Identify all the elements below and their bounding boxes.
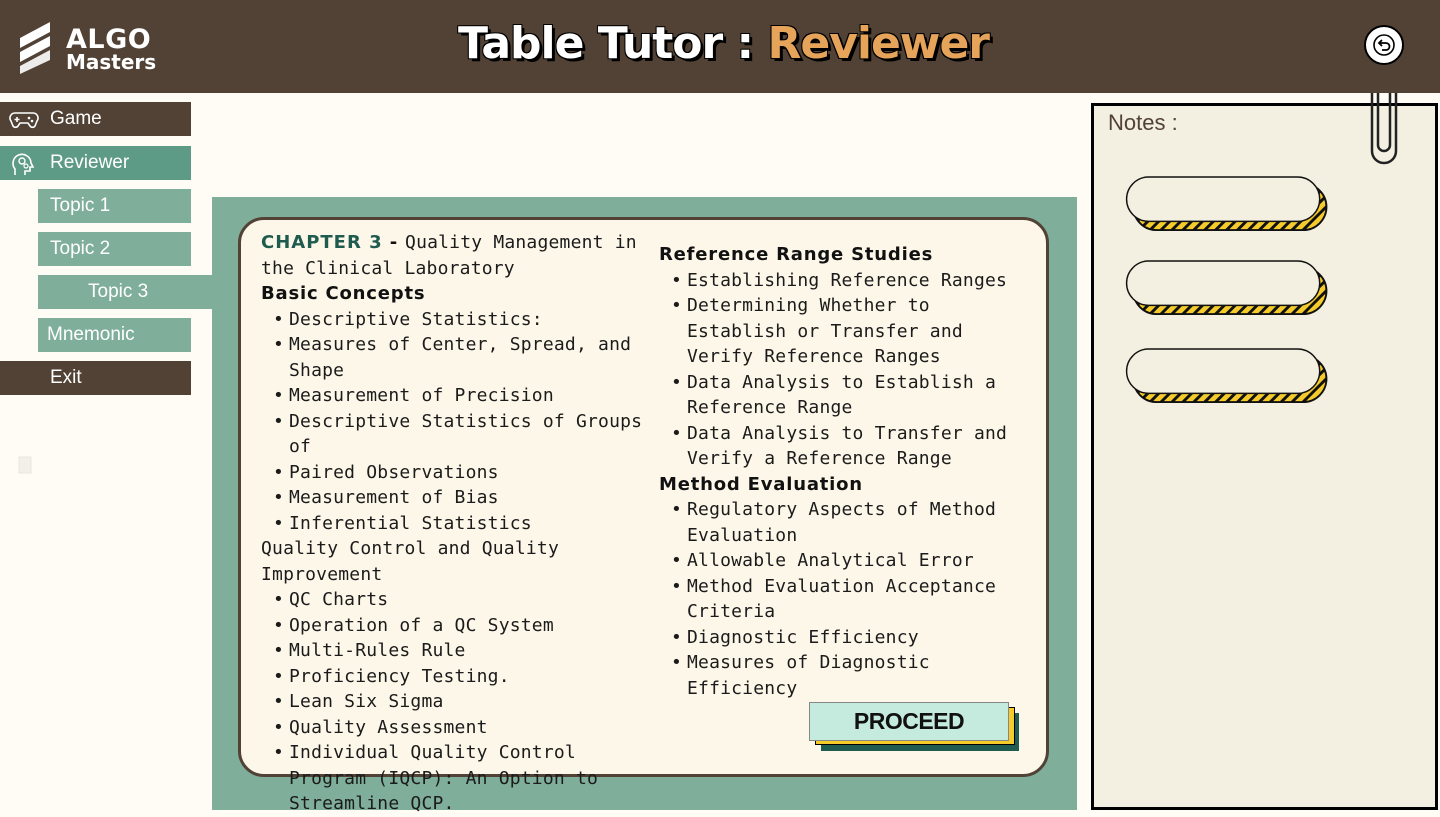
list-item: Operation of a QC System bbox=[261, 613, 656, 639]
content-column-left: CHAPTER 3 - Quality Management in the Cl… bbox=[261, 230, 656, 817]
list-item: Paired Observations bbox=[261, 460, 656, 486]
sidebar-item-reviewer[interactable]: Reviewer bbox=[0, 146, 191, 180]
top-header: ALGO Masters Table Tutor : Reviewer bbox=[0, 0, 1440, 93]
list-item: Individual Quality Control Program (IQCP… bbox=[261, 740, 656, 817]
section-heading: Reference Range Studies bbox=[659, 244, 934, 265]
sidebar-item-exit[interactable]: Exit bbox=[0, 361, 191, 395]
sidebar-item-mnemonic[interactable]: Mnemonic bbox=[38, 318, 191, 352]
list-item: Allowable Analytical Error bbox=[659, 548, 1019, 574]
sidebar-item-label: Exit bbox=[50, 367, 82, 388]
list-item: Lean Six Sigma bbox=[261, 689, 656, 715]
page-title-main: Table Tutor : bbox=[458, 18, 768, 69]
section-heading: Basic Concepts bbox=[261, 283, 426, 304]
section-heading: Method Evaluation bbox=[659, 473, 863, 495]
sidebar-item-label: Game bbox=[50, 108, 102, 129]
chapter-label: CHAPTER 3 bbox=[261, 232, 383, 253]
sidebar-item-game[interactable]: Game bbox=[0, 102, 191, 136]
list-item: Determining Whether to Establish or Tran… bbox=[659, 293, 1019, 370]
list-item: Method Evaluation Acceptance Criteria bbox=[659, 574, 1019, 625]
topic-list: QC Charts Operation of a QC System Multi… bbox=[261, 587, 656, 817]
undo-arrow-icon bbox=[1373, 34, 1395, 56]
logo-mark-icon bbox=[20, 22, 50, 74]
note-slot-2[interactable] bbox=[1122, 260, 1332, 316]
back-button[interactable] bbox=[1364, 25, 1404, 65]
content-column-right: Reference Range Studies Establishing Ref… bbox=[659, 242, 1019, 701]
list-item: Measurement of Bias bbox=[261, 485, 656, 511]
section-heading: Quality Control and Quality Improvement bbox=[261, 538, 559, 585]
list-item: Regulatory Aspects of Method Evaluation bbox=[659, 497, 1019, 548]
sidebar-item-topic-1[interactable]: Topic 1 bbox=[38, 189, 191, 223]
list-item: Proficiency Testing. bbox=[261, 664, 656, 690]
paperclip-icon bbox=[1370, 93, 1398, 165]
sidebar-item-label: Mnemonic bbox=[47, 324, 135, 345]
list-item: Measures of Diagnostic Efficiency bbox=[659, 650, 1019, 701]
list-item: Quality Assessment bbox=[261, 715, 656, 741]
list-item: QC Charts bbox=[261, 587, 656, 613]
list-item: Data Analysis to Establish a Reference R… bbox=[659, 370, 1019, 421]
logo-text-top: ALGO bbox=[66, 24, 152, 55]
sidebar-item-topic-3[interactable]: Topic 3 bbox=[38, 275, 212, 309]
notes-label: Notes : bbox=[1108, 110, 1178, 135]
note-slot-1[interactable] bbox=[1122, 176, 1332, 232]
page-title-accent: Reviewer bbox=[767, 18, 990, 69]
chapter-separator: - bbox=[382, 232, 406, 253]
list-item: Diagnostic Efficiency bbox=[659, 625, 1019, 651]
list-item: Descriptive Statistics: bbox=[261, 307, 656, 333]
topic-list: Descriptive Statistics: Measures of Cent… bbox=[261, 307, 656, 537]
list-item: Multi-Rules Rule bbox=[261, 638, 656, 664]
algo-masters-logo: ALGO Masters bbox=[16, 20, 156, 76]
list-item: Establishing Reference Ranges bbox=[659, 268, 1019, 294]
chapter-heading: CHAPTER 3 - Quality Management in the Cl… bbox=[261, 230, 656, 281]
document-icon bbox=[18, 456, 32, 474]
sidebar-item-topic-2[interactable]: Topic 2 bbox=[38, 232, 191, 266]
chapter-title: Quality Management in the Clinical Labor… bbox=[261, 232, 637, 279]
head-gears-icon bbox=[12, 153, 35, 175]
sidebar-item-label: Topic 2 bbox=[50, 238, 111, 259]
list-item: Measures of Center, Spread, and Shape bbox=[261, 332, 656, 383]
sidebar-item-label: Topic 1 bbox=[50, 195, 111, 216]
sidebar-item-label: Topic 3 bbox=[88, 281, 149, 302]
proceed-button[interactable]: PROCEED bbox=[809, 702, 1009, 741]
list-item: Descriptive Statistics of Groups of bbox=[261, 409, 656, 460]
sidebar-item-label: Reviewer bbox=[50, 152, 130, 173]
list-item: Data Analysis to Transfer and Verify a R… bbox=[659, 421, 1019, 472]
gamepad-icon bbox=[9, 112, 39, 129]
logo-text-bottom: Masters bbox=[66, 50, 157, 74]
list-item: Inferential Statistics bbox=[261, 511, 656, 537]
topic-list: Establishing Reference Ranges Determinin… bbox=[659, 268, 1019, 472]
list-item: Measurement of Precision bbox=[261, 383, 656, 409]
topic-list: Regulatory Aspects of Method Evaluation … bbox=[659, 497, 1019, 701]
page-title: Table Tutor : Reviewer bbox=[458, 18, 990, 74]
note-slot-3[interactable] bbox=[1122, 348, 1332, 404]
